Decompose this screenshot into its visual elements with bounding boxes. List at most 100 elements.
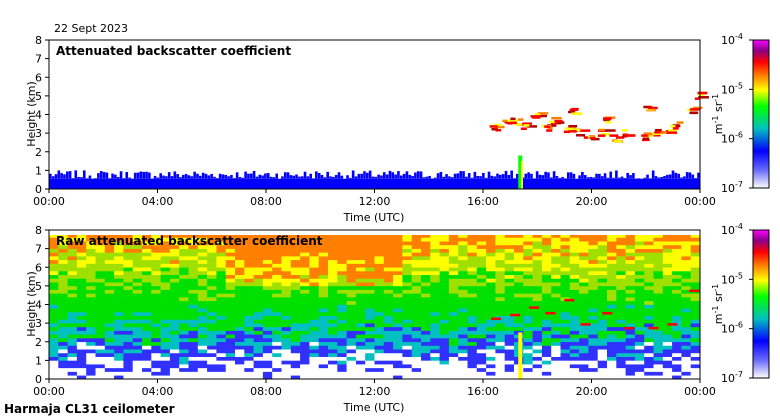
raw-cell — [523, 352, 533, 357]
raw-cell — [132, 300, 143, 305]
raw-cell — [625, 289, 636, 294]
raw-cell — [495, 330, 505, 335]
raw-cell — [58, 345, 68, 350]
raw-cell — [86, 308, 96, 313]
plot-area — [49, 40, 700, 189]
raw-cell — [579, 278, 589, 283]
raw-cell — [244, 252, 254, 257]
raw-cell — [104, 311, 115, 316]
raw-cell — [579, 267, 589, 272]
raw-cell — [188, 349, 199, 354]
raw-cell — [467, 241, 478, 246]
raw-cell — [495, 319, 505, 324]
raw-cell — [86, 274, 96, 279]
raw-cell — [523, 356, 533, 361]
raw-cell — [355, 364, 366, 369]
raw-cell — [690, 330, 701, 335]
raw-cell — [504, 356, 515, 361]
raw-cell — [430, 289, 440, 294]
raw-cell — [216, 371, 226, 376]
raw-cell — [495, 360, 505, 365]
boundary-layer-column — [544, 171, 547, 179]
raw-cell — [95, 244, 106, 249]
raw-cell — [216, 356, 226, 361]
raw-cell — [225, 282, 236, 287]
raw-cell — [662, 352, 673, 357]
boundary-layer-column — [442, 176, 446, 179]
raw-cell — [197, 267, 208, 272]
raw-cell — [421, 270, 431, 276]
raw-cell — [95, 375, 106, 380]
raw-cell — [216, 300, 226, 305]
boundary-layer-column — [535, 171, 539, 179]
raw-cell — [114, 297, 124, 302]
raw-cell — [393, 367, 403, 372]
raw-cell — [486, 330, 496, 335]
raw-cell — [328, 259, 338, 264]
raw-cell — [430, 315, 440, 320]
boundary-layer-column — [368, 170, 372, 179]
raw-cell — [179, 282, 189, 287]
boundary-layer-column — [241, 177, 245, 179]
panel-raw-attenuated: Raw attenuated backscatter coefficient 0… — [25, 222, 770, 414]
raw-cell — [486, 334, 496, 339]
raw-cell — [393, 282, 403, 287]
boundary-layer-column — [697, 172, 700, 179]
raw-cell — [616, 304, 626, 309]
raw-cell — [86, 341, 96, 346]
raw-cell — [411, 270, 422, 276]
raw-cell — [569, 352, 580, 357]
raw-cell — [67, 349, 78, 354]
raw-cell — [49, 289, 59, 294]
raw-cell — [421, 341, 431, 346]
raw-cell — [541, 259, 552, 264]
raw-cell — [355, 293, 366, 298]
raw-cell — [672, 375, 682, 380]
raw-cell — [421, 259, 431, 264]
raw-cell — [207, 364, 217, 369]
raw-cell — [207, 338, 217, 343]
raw-cell — [86, 282, 96, 287]
boundary-layer-column — [281, 176, 284, 179]
raw-cell — [188, 289, 199, 294]
raw-cell — [560, 241, 571, 246]
boundary-layer-column — [603, 173, 607, 179]
raw-cell — [579, 244, 589, 249]
raw-cell — [430, 297, 440, 302]
raw-cell — [551, 326, 561, 331]
raw-cell — [225, 352, 236, 357]
raw-cell — [67, 334, 78, 339]
raw-cell — [188, 345, 199, 350]
raw-cell — [476, 297, 487, 302]
raw-cell — [58, 278, 68, 283]
raw-cell — [690, 364, 701, 369]
raw-cell — [486, 244, 496, 249]
raw-cell — [290, 241, 301, 246]
raw-cell — [588, 252, 598, 257]
raw-cell — [76, 330, 87, 335]
raw-cell — [672, 364, 682, 369]
raw-cell — [132, 334, 143, 339]
boundary-layer-column — [266, 173, 270, 179]
raw-cell — [142, 352, 152, 357]
raw-cell — [290, 345, 301, 350]
boundary-layer-column — [238, 177, 242, 179]
boundary-layer-column — [612, 177, 615, 179]
raw-cell — [207, 285, 217, 290]
raw-cell — [495, 323, 505, 328]
raw-cell — [160, 278, 171, 283]
raw-cell — [169, 319, 180, 324]
raw-cell — [383, 364, 394, 369]
raw-cell — [662, 252, 673, 257]
raw-cell — [672, 297, 682, 302]
raw-cell — [76, 241, 87, 246]
raw-cell — [588, 356, 598, 361]
boundary-layer-column — [651, 170, 655, 179]
boundary-layer-column — [496, 173, 499, 179]
raw-cell — [495, 244, 505, 249]
raw-cell — [309, 308, 319, 313]
raw-cell — [290, 315, 301, 320]
raw-cell — [430, 375, 440, 380]
raw-cell — [328, 293, 338, 298]
raw-cell — [541, 278, 552, 283]
